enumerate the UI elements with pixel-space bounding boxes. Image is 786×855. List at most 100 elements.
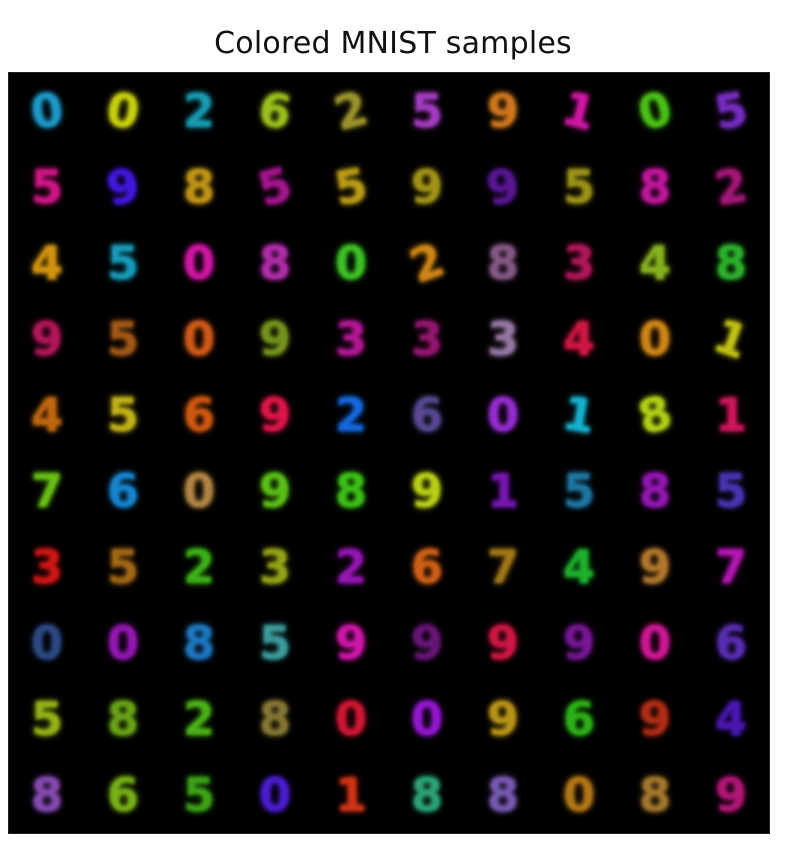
sample-cell: 0	[313, 681, 389, 757]
sample-cell: 0	[389, 681, 465, 757]
sample-cell: 8	[693, 225, 769, 301]
sample-cell: 3	[465, 301, 541, 377]
sample-cell: 4	[617, 225, 693, 301]
sample-cell: 0	[9, 73, 85, 149]
sample-cell: 9	[465, 605, 541, 681]
sample-cell: 8	[237, 681, 313, 757]
sample-digit: 9	[102, 157, 144, 217]
sample-digit: 3	[258, 540, 291, 594]
sample-digit: 3	[486, 312, 519, 366]
sample-digit: 5	[410, 84, 443, 138]
sample-digit: 1	[558, 385, 600, 445]
sample-cell: 9	[389, 453, 465, 529]
sample-digit: 5	[30, 160, 63, 214]
sample-cell: 0	[161, 301, 237, 377]
sample-digit: 0	[102, 81, 144, 141]
sample-digit: 9	[410, 616, 443, 670]
sample-digit: 7	[714, 540, 747, 594]
sample-digit: 5	[252, 156, 298, 218]
sample-cell: 0	[161, 453, 237, 529]
sample-cell: 5	[85, 377, 161, 453]
sample-cell: 6	[85, 453, 161, 529]
sample-digit: 9	[482, 157, 524, 217]
sample-digit: 1	[714, 388, 747, 442]
sample-digit: 4	[714, 692, 747, 746]
sample-cell: 5	[237, 605, 313, 681]
sample-digit: 6	[410, 540, 443, 594]
sample-cell: 2	[693, 149, 769, 225]
sample-cell: 6	[389, 377, 465, 453]
sample-cell: 6	[161, 377, 237, 453]
sample-digit: 9	[258, 312, 291, 366]
sample-digit: 6	[410, 388, 443, 442]
sample-cell: 4	[9, 377, 85, 453]
sample-digit: 0	[632, 80, 678, 142]
sample-cell: 9	[541, 605, 617, 681]
sample-cell: 5	[9, 681, 85, 757]
sample-cell: 5	[541, 453, 617, 529]
sample-digit: 6	[562, 692, 595, 746]
sample-cell: 8	[617, 377, 693, 453]
sample-digit: 9	[486, 84, 519, 138]
sample-cell: 8	[9, 757, 85, 833]
sample-digit: 8	[106, 692, 139, 746]
sample-cell: 6	[237, 73, 313, 149]
sample-digit: 5	[330, 157, 372, 217]
sample-digit: 2	[182, 84, 215, 138]
sample-digit: 0	[638, 616, 671, 670]
sample-digit: 0	[562, 768, 595, 822]
sample-cell: 2	[161, 529, 237, 605]
sample-digit: 9	[258, 464, 291, 518]
sample-digit: 5	[714, 464, 747, 518]
sample-cell: 0	[85, 605, 161, 681]
sample-cell: 3	[389, 301, 465, 377]
sample-digit: 4	[638, 236, 671, 290]
sample-digit: 0	[182, 312, 215, 366]
sample-digit: 6	[106, 768, 139, 822]
sample-cell: 6	[85, 757, 161, 833]
sample-digit: 9	[486, 692, 519, 746]
sample-digit: 3	[334, 312, 367, 366]
sample-cell: 1	[541, 73, 617, 149]
sample-digit: 6	[714, 616, 747, 670]
sample-digit: 8	[486, 236, 519, 290]
sample-cell: 5	[85, 225, 161, 301]
sample-cell: 9	[617, 681, 693, 757]
sample-cell: 9	[465, 681, 541, 757]
sample-digit: 8	[334, 464, 367, 518]
sample-cell: 5	[541, 149, 617, 225]
sample-cell: 4	[541, 301, 617, 377]
sample-cell: 4	[541, 529, 617, 605]
sample-digit: 0	[182, 236, 215, 290]
sample-cell: 0	[85, 73, 161, 149]
sample-cell: 6	[389, 529, 465, 605]
sample-cell: 0	[541, 757, 617, 833]
sample-cell: 9	[237, 453, 313, 529]
sample-cell: 9	[617, 529, 693, 605]
sample-digit: 8	[638, 768, 671, 822]
sample-cell: 1	[693, 377, 769, 453]
sample-digit: 5	[106, 388, 139, 442]
sample-digit: 1	[556, 80, 602, 142]
sample-digit: 9	[410, 464, 443, 518]
sample-cell: 8	[617, 757, 693, 833]
sample-cell: 2	[161, 73, 237, 149]
sample-digit: 9	[714, 768, 747, 822]
sample-digit: 2	[334, 388, 367, 442]
sample-digit: 0	[106, 616, 139, 670]
sample-digit: 8	[638, 464, 671, 518]
sample-cell: 8	[465, 757, 541, 833]
sample-cell: 5	[9, 149, 85, 225]
sample-cell: 8	[237, 225, 313, 301]
sample-digit: 7	[486, 540, 519, 594]
sample-cell: 9	[9, 301, 85, 377]
sample-digit: 4	[562, 540, 595, 594]
figure-title: Colored MNIST samples	[214, 26, 572, 61]
sample-cell: 2	[313, 377, 389, 453]
sample-digit: 8	[182, 616, 215, 670]
sample-digit: 8	[714, 236, 747, 290]
sample-digit: 4	[30, 388, 63, 442]
sample-cell: 3	[541, 225, 617, 301]
sample-digit: 1	[334, 768, 367, 822]
sample-cell: 0	[9, 605, 85, 681]
